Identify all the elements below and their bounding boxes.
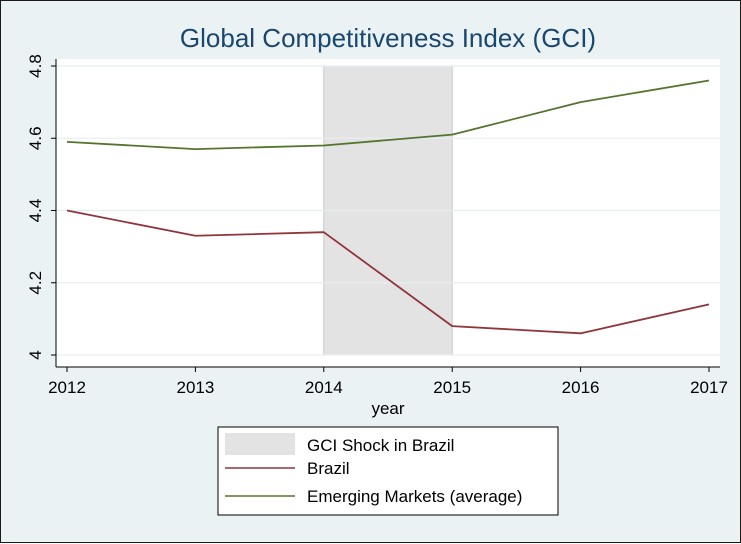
x-tick-label: 2012 [48,378,86,397]
x-axis-title: year [371,399,404,418]
x-tick-label: 2017 [690,378,728,397]
legend-label-brazil: Brazil [307,459,350,478]
series-layer [66,79,710,335]
legend-swatch-shock [225,433,295,455]
y-tick-label: 4.2 [26,271,45,295]
y-tick-label: 4.6 [26,126,45,150]
y-tick-label: 4.4 [26,199,45,223]
legend-label-shock: GCI Shock in Brazil [307,436,454,455]
x-tick-label: 2013 [176,378,214,397]
legend: GCI Shock in Brazil Brazil Emerging Mark… [217,426,559,516]
series-line-emerging-markets [66,79,710,150]
x-tick-label: 2016 [562,378,600,397]
chart-title: Global Competitiveness Index (GCI) [180,23,596,53]
x-tick-label: 2015 [433,378,471,397]
y-tick-label: 4 [26,350,45,359]
axes-layer: 4 4.2 4.4 4.6 4.8 2012 2013 2014 2015 2016 2017 [26,54,728,397]
x-tick-label: 2014 [305,378,343,397]
gridlines-layer [56,65,720,356]
y-tick-label: 4.8 [26,54,45,78]
legend-label-emerging-markets: Emerging Markets (average) [307,487,522,506]
series-line-brazil [66,209,710,335]
